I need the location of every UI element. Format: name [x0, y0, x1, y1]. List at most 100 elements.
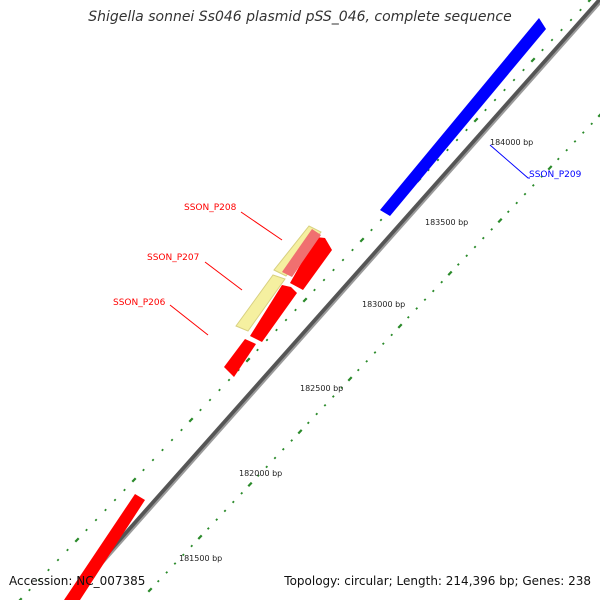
outer-tick-mark — [215, 518, 219, 522]
inner-tick-mark — [484, 108, 487, 112]
inner-tick-mark — [208, 398, 212, 402]
outer-tick-mark — [456, 263, 460, 266]
outer-tick-mark — [240, 491, 244, 495]
gene-arrow-bottom[interactable] — [64, 494, 145, 600]
inner-tick-mark — [56, 558, 60, 562]
gene-arrow-sson-p208[interactable] — [290, 237, 332, 290]
inner-tick-mark — [579, 8, 582, 12]
inner-tick-mark — [341, 258, 345, 262]
outer-tick-mark — [556, 157, 560, 161]
outer-tick-mark — [331, 395, 335, 398]
outer-tick-mark — [573, 140, 577, 143]
outer-tick-mark — [247, 481, 253, 488]
outer-tick-mark — [306, 421, 310, 425]
accession-text: Accession: NC_007385 — [9, 574, 146, 588]
outer-tick-mark — [373, 351, 377, 354]
map-title: Shigella sonnei Ss046 plasmid pSS_046, c… — [88, 9, 512, 25]
inner-tick-mark — [170, 438, 174, 442]
outer-tick-mark — [381, 342, 385, 346]
inner-tick-mark — [379, 218, 383, 222]
gene-label-sson-p206: SSON_P206 — [113, 298, 166, 308]
outer-tick-mark — [206, 527, 210, 530]
inner-tick-mark — [188, 417, 194, 423]
outer-tick-mark — [506, 210, 510, 214]
outer-tick-mark — [156, 579, 160, 583]
inner-tick-mark — [94, 518, 98, 522]
outer-tick-mark — [540, 175, 544, 178]
outer-tick-mark — [223, 509, 227, 513]
inner-tick-mark — [227, 378, 231, 382]
outer-tick-mark — [147, 587, 153, 593]
outer-tick-mark — [531, 183, 535, 187]
inner-tick-mark — [245, 357, 251, 363]
inner-tick-mark — [18, 597, 23, 600]
inner-tick-mark — [541, 48, 544, 52]
outer-tick-mark — [447, 270, 453, 276]
inner-tick-mark — [455, 138, 459, 142]
inner-tick-mark — [322, 278, 326, 282]
inner-tick-mark — [66, 548, 69, 552]
tick-label-182500: 182500 bp — [300, 384, 343, 393]
outer-tick-mark — [490, 227, 494, 231]
gene-arrow-sson-p206[interactable] — [224, 339, 256, 377]
inner-tick-mark — [131, 477, 137, 483]
inner-tick-mark — [265, 338, 269, 342]
outer-tick-mark — [590, 122, 594, 126]
inner-tick-mark — [465, 128, 468, 132]
inner-tick-mark — [256, 348, 259, 352]
outer-tick-mark — [473, 245, 477, 249]
feature-sson-p208-overlap[interactable] — [282, 229, 321, 277]
inner-tick-mark — [161, 448, 164, 452]
outer-tick-mark — [231, 500, 235, 504]
feature-sson-p207-region[interactable] — [235, 274, 286, 332]
outer-dotted-track — [147, 113, 600, 593]
inner-tick-mark — [85, 528, 88, 532]
outer-tick-mark — [256, 474, 260, 478]
gene-label-sson-p208: SSON_P208 — [184, 203, 237, 213]
inner-tick-mark — [180, 428, 183, 432]
inner-tick-mark — [74, 537, 80, 543]
inner-tick-mark — [370, 228, 373, 232]
inner-tick-mark — [522, 68, 525, 72]
inner-tick-mark — [302, 297, 308, 303]
outer-tick-mark — [481, 236, 485, 240]
label-line-sson-p208 — [240, 211, 283, 241]
outer-tick-mark — [265, 465, 269, 469]
inner-tick-mark — [530, 57, 536, 63]
gene-label-sson-p209: SSON_P209 — [529, 170, 582, 180]
outer-tick-mark — [197, 534, 203, 540]
outer-tick-mark — [273, 456, 277, 460]
outer-tick-mark — [465, 254, 469, 258]
outer-tick-mark — [165, 571, 169, 574]
outer-tick-mark — [190, 544, 194, 548]
sequence-backbone-shadow — [65, 0, 600, 600]
inner-tick-mark — [512, 78, 516, 82]
inner-tick-mark — [104, 508, 107, 512]
gene-arrow-sson-p209[interactable] — [380, 18, 546, 216]
gene-arrow-sson-p207[interactable] — [250, 285, 297, 342]
outer-tick-mark — [440, 280, 444, 284]
inner-tick-mark — [284, 318, 288, 322]
inner-tick-mark — [275, 328, 278, 332]
outer-tick-mark — [290, 439, 294, 442]
gene-label-sson-p207: SSON_P207 — [147, 253, 199, 263]
inner-tick-mark — [569, 18, 573, 22]
inner-tick-mark — [199, 408, 202, 412]
outer-tick-mark — [340, 386, 344, 390]
outer-tick-mark — [406, 315, 410, 319]
outer-tick-mark — [347, 376, 353, 382]
inner-tick-mark — [587, 0, 592, 3]
inner-dotted-track — [18, 0, 592, 600]
outer-tick-mark — [181, 553, 185, 557]
outer-tick-mark — [323, 403, 327, 407]
inner-tick-mark — [28, 588, 31, 592]
inner-tick-mark — [351, 248, 354, 252]
inner-tick-mark — [332, 268, 335, 272]
inner-tick-mark — [550, 38, 554, 42]
outer-tick-mark — [173, 562, 177, 565]
tick-label-183000: 183000 bp — [362, 300, 405, 309]
outer-tick-mark — [390, 333, 394, 337]
inner-tick-mark — [37, 578, 41, 582]
inner-tick-mark — [313, 288, 316, 292]
